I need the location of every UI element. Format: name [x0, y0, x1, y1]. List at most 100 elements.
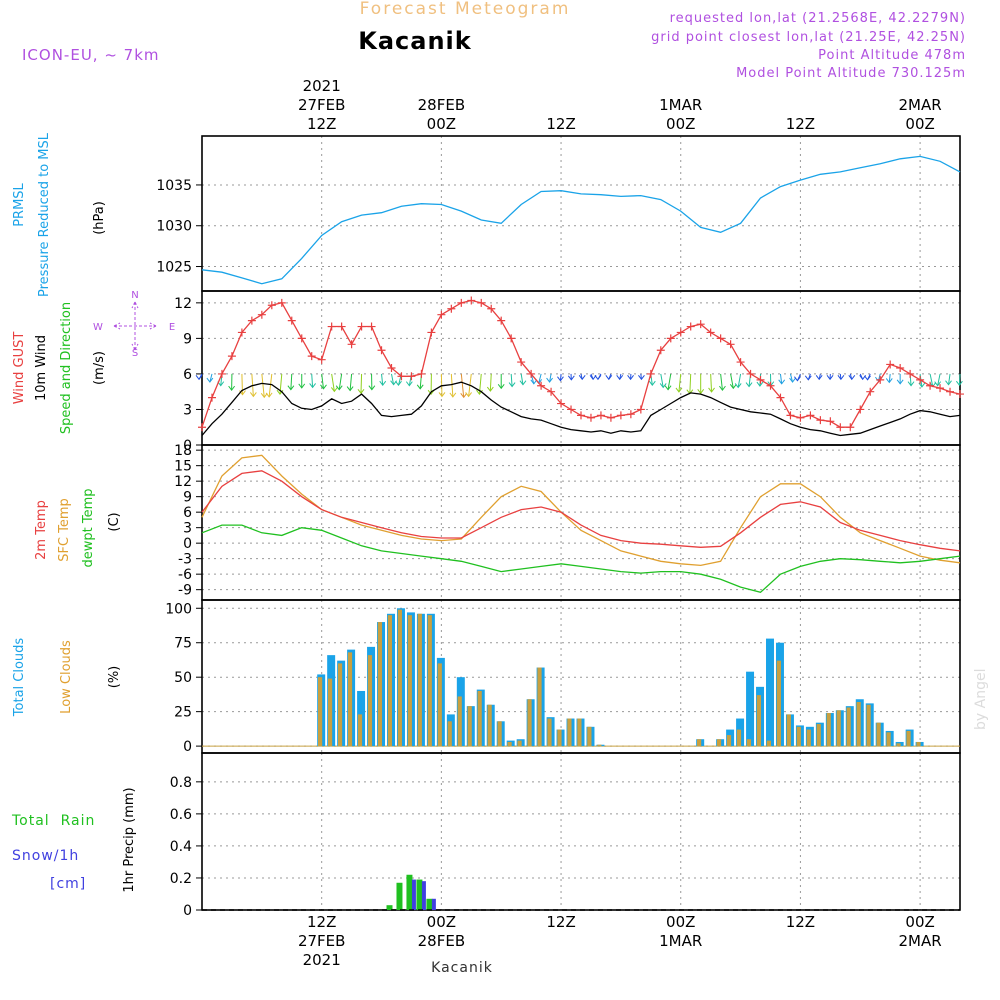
low-cloud-bar — [836, 710, 841, 747]
gust-marker — [198, 423, 206, 432]
wind-arrow-head — [298, 383, 306, 389]
gust-marker — [756, 375, 765, 384]
wind-arrow — [360, 373, 363, 394]
low-cloud-bar — [866, 704, 871, 747]
gust-marker — [786, 411, 795, 420]
wind-panel-labels: Wind GUST 10m Wind Speed and Direction (… — [12, 290, 175, 434]
low-cloud-bar — [487, 704, 492, 747]
gust-marker — [716, 334, 725, 343]
gust-marker — [866, 387, 875, 396]
gust-marker — [347, 340, 356, 349]
gust-marker — [547, 387, 556, 396]
rain-bar — [396, 882, 403, 910]
top-time-label: 00Z — [666, 115, 695, 133]
low-cloud-bar — [756, 695, 762, 747]
wind-arrow — [331, 373, 335, 392]
wind-arrow — [958, 373, 961, 386]
bottom-time-label: 00Z — [905, 913, 934, 931]
gust-marker — [876, 375, 885, 384]
gust-marker — [696, 320, 705, 329]
bottom-time-label: 00Z — [427, 913, 456, 931]
rain-bar — [416, 879, 423, 910]
wind-arrow-head — [530, 379, 538, 385]
gust-marker — [606, 413, 615, 422]
y-tick-label: 12 — [174, 296, 192, 312]
sfc-temp-line — [201, 454, 961, 567]
panel-frame-1 — [201, 290, 961, 446]
wind-arrow-head — [416, 384, 424, 390]
wind-arrow-head — [497, 384, 505, 390]
wind-arrow-head — [675, 387, 683, 393]
y-tick-label: 18 — [174, 443, 192, 459]
wind-arrow — [520, 373, 524, 385]
wind-arrow-head — [486, 386, 494, 392]
wind-arrow — [779, 373, 783, 384]
grid-point-coords: grid point closest lon,lat (21.25E, 42.2… — [651, 30, 966, 45]
wind-arrow-head — [729, 384, 737, 390]
gust-marker — [666, 334, 675, 343]
gust-marker — [906, 369, 915, 378]
wind-direction-label: Speed and Direction — [59, 302, 74, 434]
gust-marker — [397, 372, 406, 381]
low-cloud-bar — [337, 663, 343, 747]
low-cloud-bar — [327, 678, 333, 747]
y-tick-label: 1025 — [156, 260, 192, 276]
plot-area: 102510301035036912-9-6-30369121518025507… — [156, 77, 964, 969]
wind-arrow-head — [956, 380, 963, 387]
gust-marker — [636, 405, 645, 414]
precip-panel-labels: Total Rain Snow/1h [cm] 1hr Precip (mm) — [11, 787, 137, 892]
wind-arrow-head — [260, 393, 268, 399]
rain-bar — [426, 898, 433, 910]
gust-marker — [896, 364, 905, 372]
y-tick-label: 12 — [174, 474, 192, 490]
top-time-label: 28FEB — [418, 96, 465, 114]
wind-arrow-head — [616, 375, 624, 381]
gust-marker — [626, 410, 635, 419]
wind-arrow-head — [438, 392, 446, 398]
wind-arrow — [209, 373, 213, 383]
wind-arrow-head — [945, 380, 952, 386]
wind-arrow-head — [449, 392, 457, 398]
wind-arrow-head — [330, 387, 338, 393]
compass-icon: N W E S — [93, 290, 175, 359]
gust-marker — [387, 364, 396, 372]
rain-bar — [406, 874, 413, 910]
gust-marker — [826, 417, 835, 426]
top-time-label: 00Z — [905, 115, 934, 133]
y-tick-label: 0.2 — [170, 871, 192, 887]
gust-marker — [357, 322, 366, 331]
y-tick-label: 0 — [183, 739, 192, 755]
wind-arrow — [241, 373, 243, 395]
gust-marker — [217, 369, 226, 378]
low-cloud-bar — [507, 741, 512, 747]
wind-arrow — [338, 373, 343, 390]
gust-marker — [417, 369, 426, 378]
wind-arrow-head — [335, 385, 343, 391]
wind-arrow — [311, 373, 314, 388]
low-cloud-bar — [407, 615, 412, 747]
y-tick-label: 0 — [183, 438, 192, 454]
point-altitude: Point Altitude 478m — [818, 48, 966, 63]
gust-marker — [317, 355, 326, 364]
gust-marker — [886, 360, 895, 369]
wind-unit: (m/s) — [92, 351, 107, 385]
wind-arrow-head — [756, 381, 764, 387]
temp-label-dewpt: dewpt Temp — [81, 488, 96, 567]
y-tick-label: -9 — [178, 583, 192, 599]
wind-arrow-head — [368, 385, 376, 391]
low-cloud-bar — [906, 730, 911, 747]
compass-e: E — [169, 322, 175, 333]
gust-marker — [497, 316, 506, 325]
low-cloud-bar — [397, 609, 402, 747]
temp-label-2m: 2m Temp — [34, 500, 49, 560]
wind-arrow-head — [638, 375, 645, 381]
wind-arrow-head — [427, 389, 435, 396]
low-cloud-bar — [796, 726, 801, 747]
wind-arrow-head — [206, 377, 214, 383]
wind-arrow — [678, 373, 682, 392]
top-time-label: 2MAR — [899, 96, 942, 114]
wind-arrow-head — [918, 382, 926, 388]
snow-unit-label: [cm] — [50, 876, 86, 892]
model-label: ICON-EU, ~ 7km — [22, 46, 160, 64]
pressure-unit: (hPa) — [92, 201, 107, 235]
